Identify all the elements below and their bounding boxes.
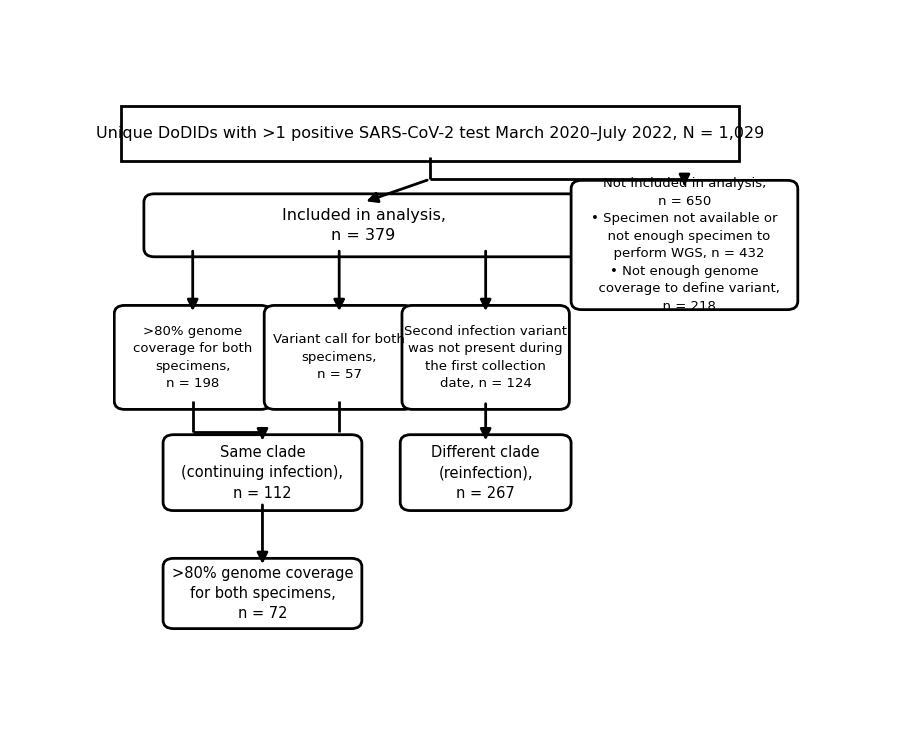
FancyBboxPatch shape bbox=[144, 194, 583, 257]
Text: >80% genome coverage
for both specimens,
n = 72: >80% genome coverage for both specimens,… bbox=[172, 566, 353, 621]
Text: Different clade
(reinfection),
n = 267: Different clade (reinfection), n = 267 bbox=[431, 445, 540, 501]
Text: Not included in analysis,
n = 650
• Specimen not available or
  not enough speci: Not included in analysis, n = 650 • Spec… bbox=[590, 177, 779, 312]
Text: Second infection variant
was not present during
the first collection
date, n = 1: Second infection variant was not present… bbox=[404, 325, 567, 390]
Text: Included in analysis,
n = 379: Included in analysis, n = 379 bbox=[282, 207, 446, 243]
FancyBboxPatch shape bbox=[121, 106, 739, 161]
Text: Unique DoDIDs with >1 positive SARS-CoV-2 test March 2020–July 2022, N = 1,029: Unique DoDIDs with >1 positive SARS-CoV-… bbox=[95, 126, 764, 141]
FancyBboxPatch shape bbox=[114, 305, 271, 410]
Text: Variant call for both
specimens,
n = 57: Variant call for both specimens, n = 57 bbox=[274, 334, 405, 381]
FancyBboxPatch shape bbox=[163, 558, 362, 629]
FancyBboxPatch shape bbox=[572, 180, 797, 310]
Text: Same clade
(continuing infection),
n = 112: Same clade (continuing infection), n = 1… bbox=[182, 445, 344, 501]
FancyBboxPatch shape bbox=[400, 434, 572, 510]
FancyBboxPatch shape bbox=[265, 305, 414, 410]
FancyBboxPatch shape bbox=[402, 305, 570, 410]
Text: >80% genome
coverage for both
specimens,
n = 198: >80% genome coverage for both specimens,… bbox=[133, 325, 252, 390]
FancyBboxPatch shape bbox=[163, 434, 362, 510]
